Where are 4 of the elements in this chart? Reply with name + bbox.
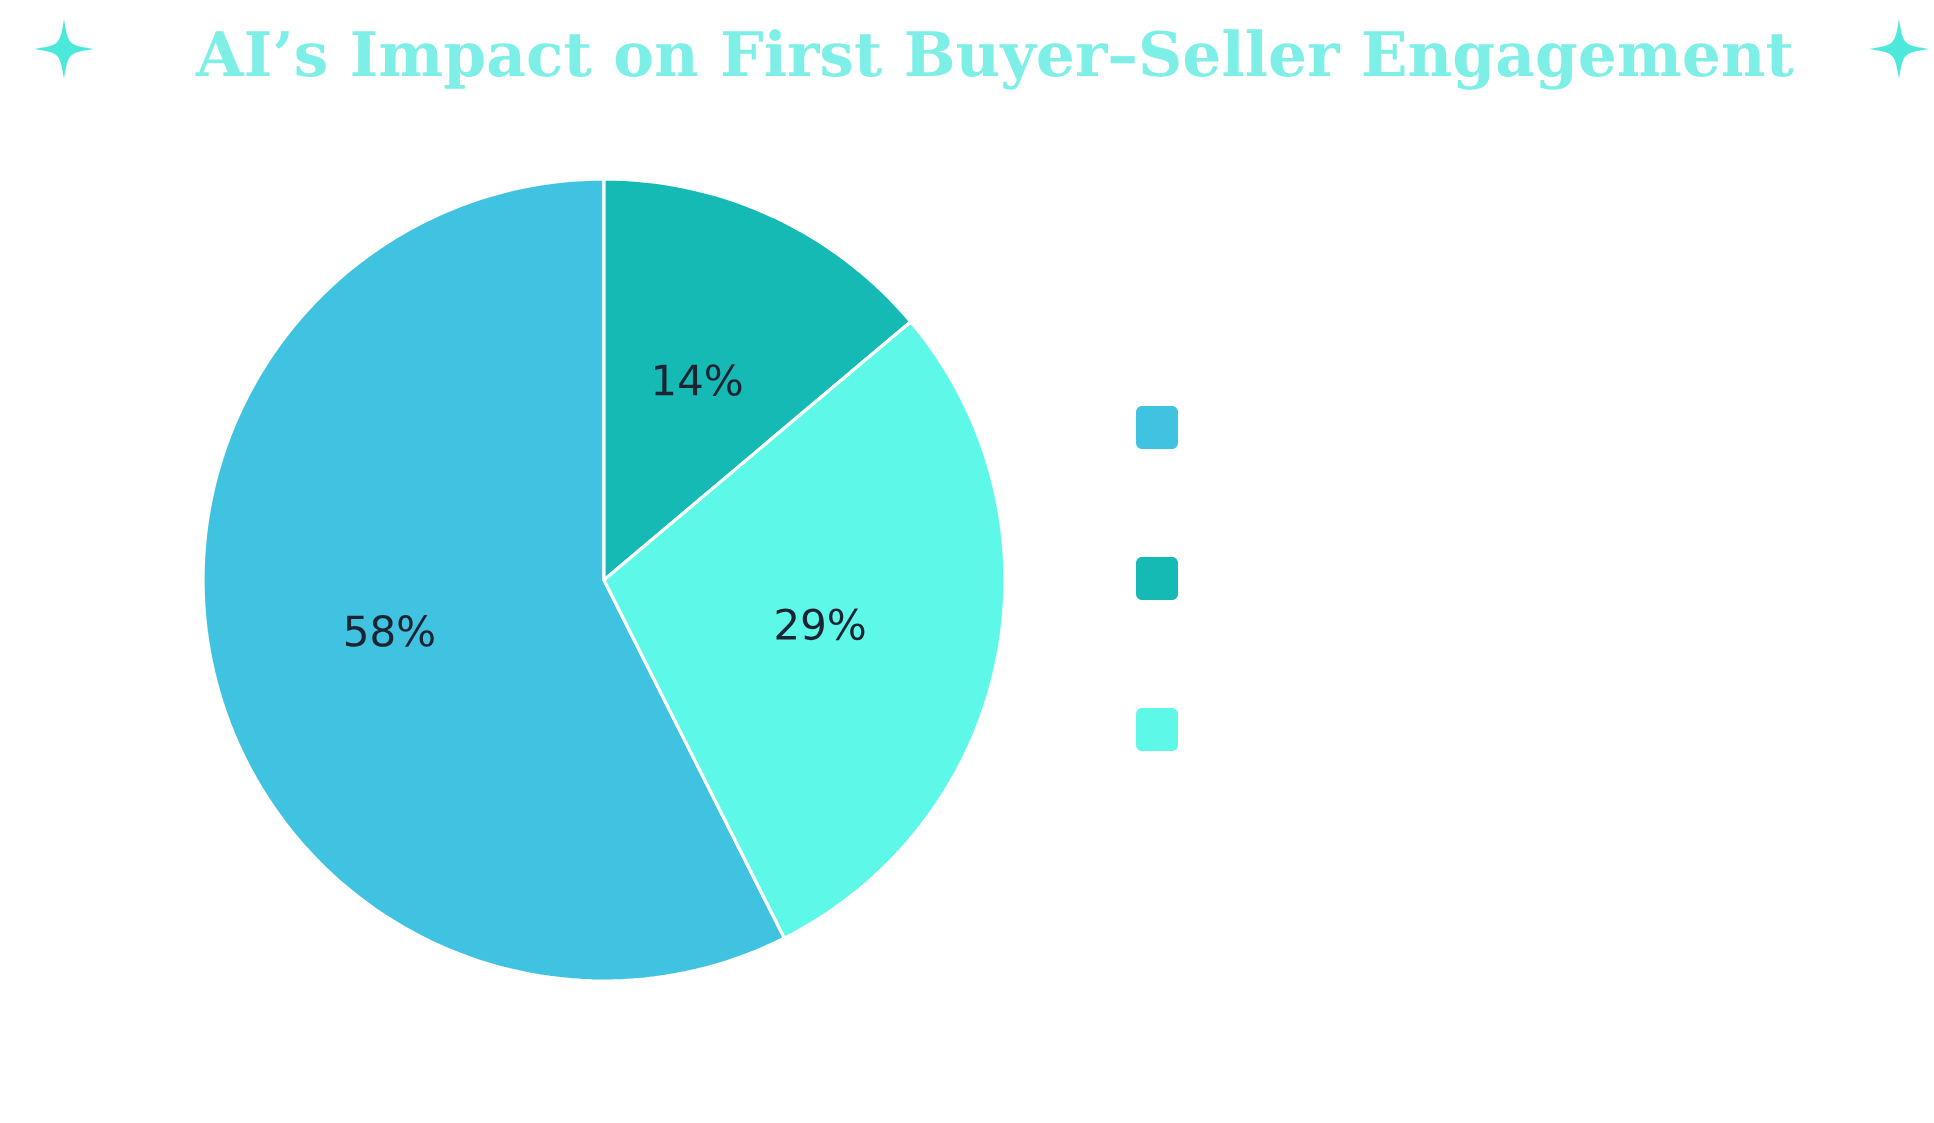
data-label: 14% — [654, 364, 742, 396]
chart-title: AI’s Impact on First Buyer–Seller Engagement — [195, 29, 1794, 90]
data-label: 29% — [776, 608, 865, 641]
data-label: 58% — [345, 615, 434, 647]
